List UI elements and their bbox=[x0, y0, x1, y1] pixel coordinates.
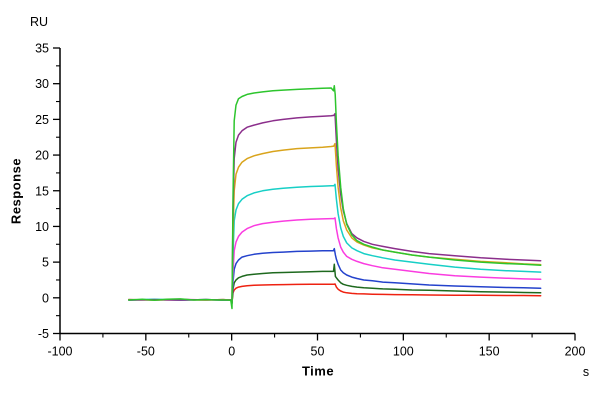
y-tick-label: 15 bbox=[35, 184, 49, 198]
y-tick-label: 25 bbox=[35, 113, 49, 127]
x-tick-label: 0 bbox=[228, 345, 235, 359]
y-axis-title: Response bbox=[8, 157, 24, 225]
y-tick-label: 30 bbox=[35, 77, 49, 91]
x-tick-label: 100 bbox=[393, 345, 414, 359]
y-tick-label: 0 bbox=[42, 291, 49, 305]
y-tick-label: 20 bbox=[35, 149, 49, 163]
x-axis-unit-label: s bbox=[582, 365, 590, 379]
curve-magenta bbox=[127, 217, 542, 303]
y-tick-label: 5 bbox=[42, 256, 49, 270]
y-axis-unit-label: RU bbox=[29, 15, 48, 29]
x-tick-label: 150 bbox=[479, 345, 500, 359]
x-tick-label: 200 bbox=[565, 345, 586, 359]
y-tick-label: -5 bbox=[38, 327, 49, 341]
y-tick-label: 10 bbox=[35, 220, 49, 234]
x-tick-label: -50 bbox=[137, 345, 155, 359]
y-tick-label: 35 bbox=[35, 42, 49, 56]
x-tick-label: -100 bbox=[47, 345, 72, 359]
x-axis-title: Time bbox=[301, 363, 335, 379]
x-tick-label: 50 bbox=[311, 345, 325, 359]
curve-green bbox=[127, 85, 542, 310]
